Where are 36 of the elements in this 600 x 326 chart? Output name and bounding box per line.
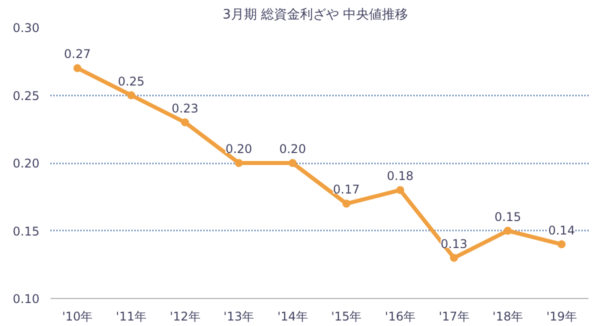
x-tick-label: '17年 <box>438 310 470 324</box>
x-tick-label: '18年 <box>492 310 524 324</box>
y-tick-label: 0.25 <box>12 88 40 103</box>
y-tick-label: 0.15 <box>12 224 40 238</box>
data-label: 0.20 <box>279 142 306 156</box>
y-tick-label: 0.30 <box>12 21 40 35</box>
point <box>288 159 297 167</box>
point <box>396 186 404 194</box>
x-tick-label: '10年 <box>62 310 93 324</box>
data-label: 0.13 <box>440 236 468 251</box>
point <box>234 159 243 167</box>
data-label: 0.25 <box>118 74 145 88</box>
chart-title: 3月期 総資金利ざや 中央値推移 <box>222 8 408 22</box>
x-tick-label: '14年 <box>277 310 308 324</box>
x-tick-label: '15年 <box>331 310 362 324</box>
x-tick-label: '12年 <box>170 310 200 324</box>
data-label: 0.18 <box>386 169 414 184</box>
x-tick-label: '16年 <box>384 310 416 324</box>
data-label: 0.15 <box>494 210 522 224</box>
point <box>558 240 566 248</box>
point <box>181 118 189 126</box>
x-tick-label: '11年 <box>116 310 146 324</box>
y-tick-label: 0.20 <box>12 156 40 170</box>
y-tick-label: 0.10 <box>12 292 40 306</box>
data-label: 0.17 <box>333 182 360 197</box>
data-label: 0.20 <box>225 142 252 156</box>
x-tick-label: '19年 <box>546 310 577 324</box>
data-label: 0.27 <box>64 47 91 62</box>
point <box>73 64 82 72</box>
x-tick-label: '13年 <box>224 310 254 324</box>
point <box>450 254 458 262</box>
point <box>504 226 512 235</box>
data-label: 0.14 <box>548 223 575 238</box>
data-label: 0.23 <box>172 101 198 116</box>
point <box>342 200 350 208</box>
point <box>127 91 136 100</box>
